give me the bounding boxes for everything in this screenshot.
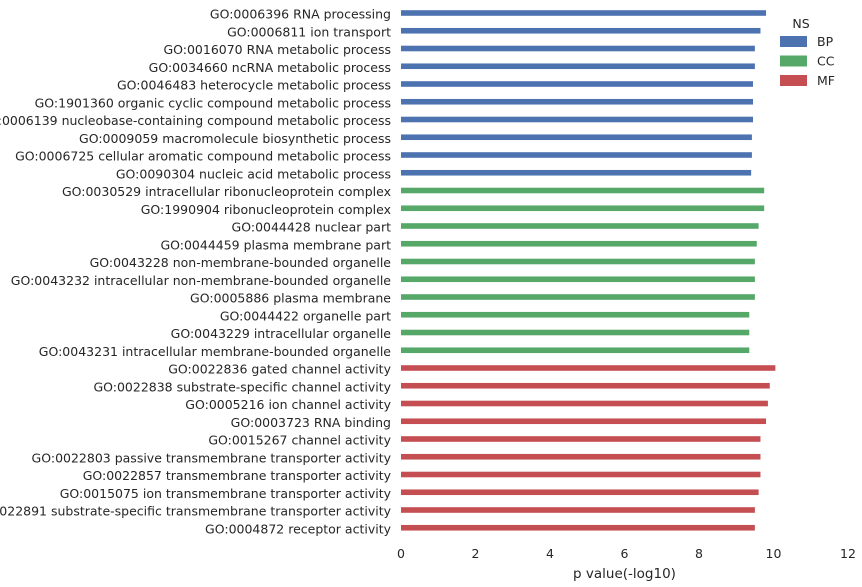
bar-mf: [401, 418, 767, 425]
bar-mf: [401, 489, 759, 496]
category-label: GO:0022836 gated channel activity: [168, 362, 391, 377]
bar-bp: [401, 116, 754, 123]
category-labels: GO:0006396 RNA processing GO:0006811 ion …: [0, 7, 392, 537]
bar-bp: [401, 63, 755, 70]
x-tick-label: 4: [546, 546, 554, 561]
x-tick-label: 6: [621, 546, 629, 561]
category-label: GO:0006811 ion transport: [227, 24, 391, 39]
legend-label-bp: BP: [817, 34, 834, 49]
legend-label-cc: CC: [817, 54, 835, 69]
bar-bp: [401, 81, 754, 87]
category-label: GO:0043228 non-membrane-bounded organell…: [90, 255, 392, 270]
category-label: GO:0004872 receptor activity: [205, 521, 392, 536]
bar-cc: [401, 311, 750, 318]
bar-mf: [401, 365, 776, 371]
bar-cc: [401, 205, 765, 212]
bar-cc: [401, 329, 750, 336]
category-label: GO:0022803 passive transmembrane transpo…: [32, 450, 392, 465]
category-label: GO:0043231 intracellular membrane-bounde…: [39, 344, 392, 359]
bar-mf: [401, 400, 768, 407]
category-label: GO:0044428 nuclear part: [232, 220, 392, 235]
legend-title: NS: [792, 16, 809, 31]
bar-bp: [401, 152, 752, 158]
category-label: GO:0044422 organelle part: [220, 308, 391, 323]
bar-mf: [401, 453, 761, 460]
bar-mf: [401, 436, 761, 442]
category-label: GO:0043232 intracellular non-membrane-bo…: [11, 273, 392, 288]
category-label: GO:0005886 plasma membrane: [190, 291, 391, 306]
bar-cc: [401, 347, 750, 354]
category-label: GO:0034660 ncRNA metabolic process: [149, 60, 391, 75]
legend-swatch-cc: [780, 55, 807, 67]
category-label: GO:0006139 nucleobase-containing compoun…: [0, 113, 391, 128]
category-label: GO:0022838 substrate-specific channel ac…: [93, 379, 391, 394]
category-label: GO:1990904 ribonucleoprotein complex: [141, 202, 391, 217]
legend: NS BP CC MF: [780, 16, 835, 88]
legend-entries: BP CC MF: [780, 34, 835, 88]
bar-cc: [401, 223, 759, 229]
bar-mf: [401, 471, 761, 478]
category-label: GO:0006725 cellular aromatic compound me…: [15, 149, 391, 164]
bar-cc: [401, 258, 755, 265]
bar-cc: [401, 294, 755, 300]
category-label: GO:0003723 RNA binding: [231, 415, 391, 430]
bar-bp: [401, 169, 752, 176]
bar-bp: [401, 98, 754, 105]
category-label: GO:0090304 nucleic acid metabolic proces…: [116, 166, 391, 181]
x-tick-label: 2: [472, 546, 480, 561]
legend-swatch-mf: [780, 75, 807, 86]
category-label: GO:0046483 heterocycle metabolic process: [117, 78, 391, 93]
bar-mf: [401, 382, 770, 389]
category-label: GO:0044459 plasma membrane part: [160, 237, 391, 252]
x-tick-label: 10: [766, 546, 782, 561]
bar-cc: [401, 240, 757, 247]
legend-label-mf: MF: [817, 73, 835, 88]
category-label: GO:0005216 ion channel activity: [185, 397, 391, 412]
bars-layer: [401, 10, 776, 531]
category-label: GO:0009059 macromolecule biosynthetic pr…: [79, 131, 391, 146]
category-label: GO:1901360 organic cyclic compound metab…: [35, 95, 391, 110]
bar-cc: [401, 187, 765, 194]
bar-bp: [401, 27, 761, 34]
category-label: GO:0016070 RNA metabolic process: [163, 42, 391, 57]
x-axis-title: p value(-log10): [573, 566, 676, 582]
category-label: GO:0043229 intracellular organelle: [171, 326, 392, 341]
category-label: GO:0022891 substrate-specific transmembr…: [0, 504, 392, 519]
bar-cc: [401, 276, 755, 283]
bar-mf: [401, 524, 755, 531]
bar-bp: [401, 10, 767, 16]
x-tick-label: 8: [695, 546, 703, 561]
legend-swatch-bp: [780, 36, 807, 47]
category-label: GO:0015267 channel activity: [208, 433, 391, 448]
x-tick-label: 0: [397, 546, 405, 561]
x-tick-label: 12: [840, 546, 856, 561]
bar-mf: [401, 507, 755, 513]
category-label: GO:0022857 transmembrane transporter act…: [83, 468, 392, 483]
category-label: GO:0030529 intracellular ribonucleoprote…: [62, 184, 391, 199]
category-label: GO:0015075 ion transmembrane transporter…: [60, 486, 392, 501]
bar-bp: [401, 45, 755, 52]
category-label: GO:0006396 RNA processing: [210, 7, 391, 22]
x-axis-ticks: 0 2 4 6 8 10 12: [397, 546, 856, 561]
bar-bp: [401, 134, 752, 141]
